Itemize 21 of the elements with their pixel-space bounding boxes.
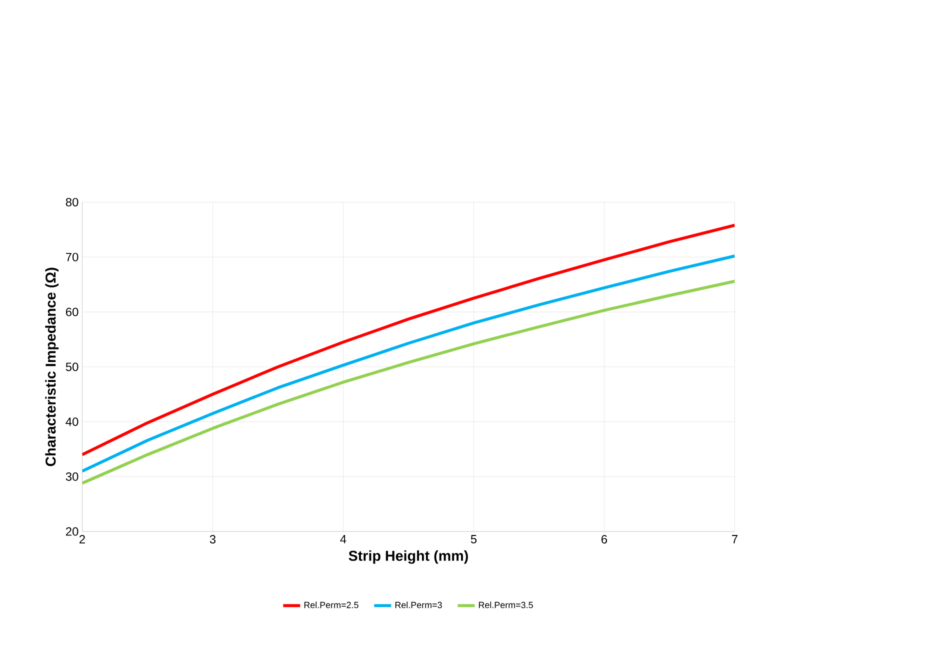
y-tick-label: 20: [66, 527, 78, 536]
legend-label: Rel.Perm=2.5: [304, 602, 358, 608]
y-tick-label: 50: [66, 362, 78, 372]
y-tick-label: 70: [66, 252, 78, 262]
x-axis-title: Strip Height (mm): [348, 550, 468, 564]
line-series: [82, 280, 735, 485]
x-tick-label: 7: [732, 535, 738, 544]
line-series: [82, 224, 735, 456]
x-tick-label: 3: [210, 535, 216, 544]
x-tick-label: 4: [340, 535, 346, 544]
legend-label: Rel.Perm=3.5: [478, 602, 533, 608]
y-tick-label: 30: [66, 472, 78, 481]
line-series: [82, 254, 735, 473]
y-tick-label: 80: [66, 198, 78, 207]
legend-label: Rel.Perm=3: [395, 602, 442, 608]
x-tick-label: 5: [470, 535, 477, 544]
x-tick-label: 2: [79, 535, 85, 544]
y-tick-label: 40: [66, 418, 78, 426]
y-tick-label: 60: [66, 308, 78, 316]
y-axis-title: Characteristic Impedance (Ω): [45, 268, 59, 466]
x-tick-label: 6: [602, 535, 608, 544]
